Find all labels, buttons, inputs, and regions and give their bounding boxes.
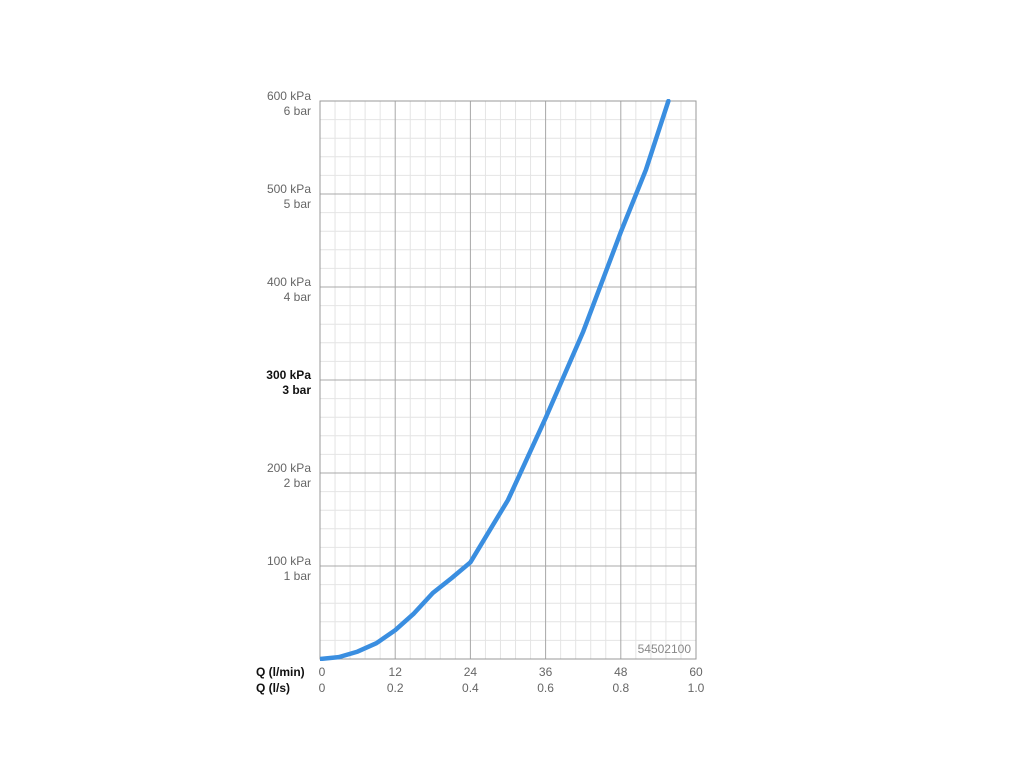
x2-tick-label: 0.6 xyxy=(537,681,554,695)
x-tick-label: 12 xyxy=(389,665,403,679)
y2-tick-label: 1 bar xyxy=(284,569,311,583)
y-tick-label: 400 kPa xyxy=(267,275,311,289)
x-tick-label: 0 xyxy=(319,665,326,679)
x-axis-label: Q (l/min) xyxy=(256,665,305,679)
y-tick-label: 500 kPa xyxy=(267,182,311,196)
y2-tick-label: 6 bar xyxy=(284,104,311,118)
x2-tick-label: 1.0 xyxy=(688,681,705,695)
plot-frame xyxy=(319,100,697,660)
x-tick-label: 48 xyxy=(614,665,628,679)
x2-tick-label: 0 xyxy=(319,681,326,695)
x-tick-label: 60 xyxy=(689,665,703,679)
x-tick-label: 36 xyxy=(539,665,553,679)
annotation: 54502100 xyxy=(638,642,692,656)
y2-tick-label: 2 bar xyxy=(284,476,311,490)
y-tick-label: 600 kPa xyxy=(267,89,311,103)
y2-tick-label: 3 bar xyxy=(282,383,311,397)
y2-tick-label: 5 bar xyxy=(284,197,311,211)
x2-tick-label: 0.2 xyxy=(387,681,404,695)
x2-tick-label: 0.4 xyxy=(462,681,479,695)
line-series xyxy=(320,99,671,661)
y2-tick-label: 4 bar xyxy=(284,290,311,304)
x2-tick-label: 0.8 xyxy=(612,681,629,695)
y-tick-label: 100 kPa xyxy=(267,554,311,568)
x2-axis-label: Q (l/s) xyxy=(256,681,290,695)
x-tick-label: 24 xyxy=(464,665,478,679)
y-tick-label: 300 kPa xyxy=(266,368,311,382)
y-tick-label: 200 kPa xyxy=(267,461,311,475)
